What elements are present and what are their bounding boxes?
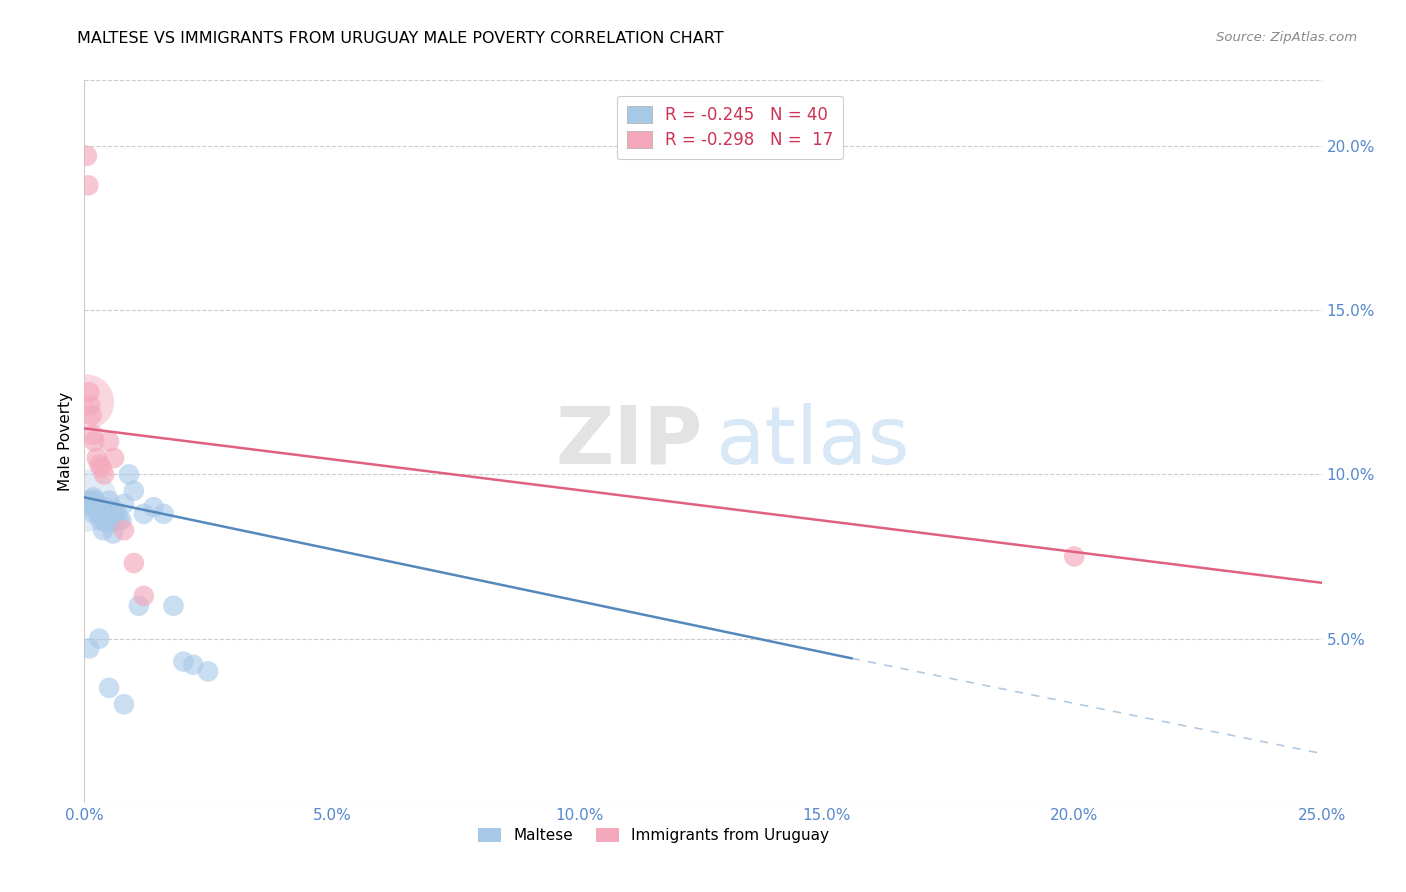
Point (142, 500, 165, 515)
Point (80, 409, 103, 423)
Y-axis label: Male Poverty: Male Poverty (58, 392, 73, 491)
Point (103, 450, 125, 465)
Point (82, 428, 104, 442)
Point (98, 681, 121, 695)
Point (79, 500, 101, 515)
Point (94, 500, 117, 515)
Point (82, 491, 104, 505)
Point (103, 507, 125, 521)
Point (132, 589, 155, 603)
Point (104, 503, 127, 517)
Text: atlas: atlas (716, 402, 910, 481)
Point (91, 523, 114, 537)
Point (110, 513, 132, 527)
Point (181, 657, 204, 672)
Point (86, 500, 108, 515)
Point (76, 149, 98, 163)
Point (128, 599, 150, 613)
Point (89, 632, 111, 646)
Point (112, 523, 135, 537)
Point (112, 497, 135, 511)
Point (132, 507, 155, 521)
Point (96, 507, 118, 521)
Text: MALTESE VS IMMIGRANTS FROM URUGUAY MALE POVERTY CORRELATION CHART: MALTESE VS IMMIGRANTS FROM URUGUAY MALE … (77, 31, 724, 46)
Point (87, 507, 110, 521)
Text: Source: ZipAtlas.com: Source: ZipAtlas.com (1216, 31, 1357, 45)
Point (118, 467, 141, 482)
Legend: Maltese, Immigrants from Uruguay: Maltese, Immigrants from Uruguay (472, 822, 835, 849)
Point (90, 460, 112, 475)
Point (77, 493, 100, 508)
Point (80, 493, 103, 508)
Point (122, 556, 145, 570)
Point (75, 395, 97, 409)
Point (152, 507, 174, 521)
Point (83, 434, 105, 449)
Point (83, 507, 105, 521)
Point (89, 500, 111, 515)
Point (105, 507, 128, 521)
Point (98, 434, 121, 449)
Point (1063, 549, 1085, 564)
Point (108, 513, 131, 527)
Text: ZIP: ZIP (555, 402, 703, 481)
Point (172, 655, 194, 669)
Point (77, 178, 100, 193)
Point (86, 450, 108, 465)
Point (101, 526, 124, 541)
Point (75, 493, 97, 508)
Point (79, 398, 101, 412)
Point (89, 513, 111, 527)
Point (97, 516, 120, 531)
Point (79, 641, 101, 656)
Point (79, 385, 101, 400)
Point (84, 493, 107, 508)
Point (112, 698, 135, 712)
Point (93, 513, 115, 527)
Point (90, 507, 112, 521)
Point (93, 467, 115, 482)
Point (89, 458, 111, 472)
Point (98, 493, 121, 508)
Point (197, 665, 219, 679)
Point (122, 483, 145, 498)
Point (79, 493, 101, 508)
Point (100, 513, 122, 527)
Point (162, 599, 184, 613)
